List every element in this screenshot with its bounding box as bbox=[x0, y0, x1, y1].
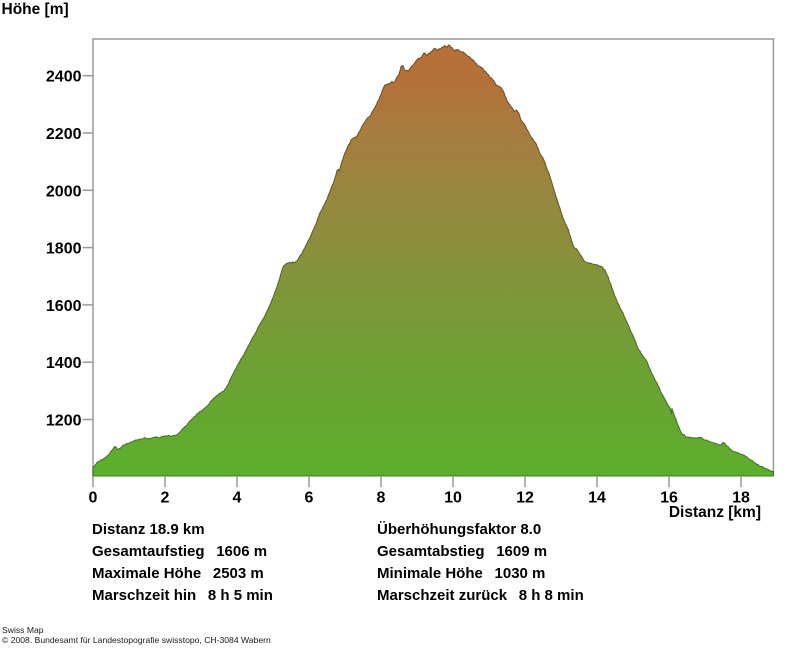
svg-text:4: 4 bbox=[233, 490, 242, 507]
svg-text:Maximale Höhe 2503 m: Maximale Höhe 2503 m bbox=[92, 565, 264, 582]
svg-text:2200: 2200 bbox=[46, 126, 82, 143]
svg-text:18: 18 bbox=[732, 490, 750, 507]
svg-text:1800: 1800 bbox=[46, 241, 82, 258]
svg-text:Swiss Map: Swiss Map bbox=[2, 625, 44, 635]
svg-text:2000: 2000 bbox=[46, 183, 82, 200]
svg-text:Gesamtabstieg 1609 m: Gesamtabstieg 1609 m bbox=[377, 543, 547, 560]
svg-text:2: 2 bbox=[161, 490, 170, 507]
svg-text:12: 12 bbox=[516, 490, 534, 507]
svg-text:Distanz 18.9 km: Distanz 18.9 km bbox=[92, 521, 205, 538]
svg-text:Minimale Höhe 1030 m: Minimale Höhe 1030 m bbox=[377, 565, 545, 582]
svg-text:2400: 2400 bbox=[46, 69, 82, 86]
svg-text:0: 0 bbox=[89, 490, 98, 507]
svg-text:16: 16 bbox=[660, 490, 678, 507]
svg-text:1200: 1200 bbox=[46, 413, 82, 430]
svg-text:Marschzeit zurück 8 h 8 min: Marschzeit zurück 8 h 8 min bbox=[377, 587, 584, 604]
svg-text:6: 6 bbox=[305, 490, 314, 507]
svg-text:14: 14 bbox=[588, 490, 606, 507]
svg-text:1400: 1400 bbox=[46, 355, 82, 372]
svg-text:Distanz [km]: Distanz [km] bbox=[669, 504, 761, 521]
svg-text:8: 8 bbox=[377, 490, 386, 507]
svg-text:1600: 1600 bbox=[46, 298, 82, 315]
svg-text:10: 10 bbox=[444, 490, 462, 507]
svg-text:Marschzeit hin 8 h 5 min: Marschzeit hin 8 h 5 min bbox=[92, 587, 273, 604]
svg-text:Überhöhungsfaktor 8.0: Überhöhungsfaktor 8.0 bbox=[377, 521, 541, 538]
svg-text:© 2008. Bundesamt für Landesto: © 2008. Bundesamt für Landestopografie s… bbox=[2, 635, 271, 645]
svg-text:Höhe [m]: Höhe [m] bbox=[2, 1, 69, 18]
svg-text:Gesamtaufstieg 1606 m: Gesamtaufstieg 1606 m bbox=[92, 543, 267, 560]
